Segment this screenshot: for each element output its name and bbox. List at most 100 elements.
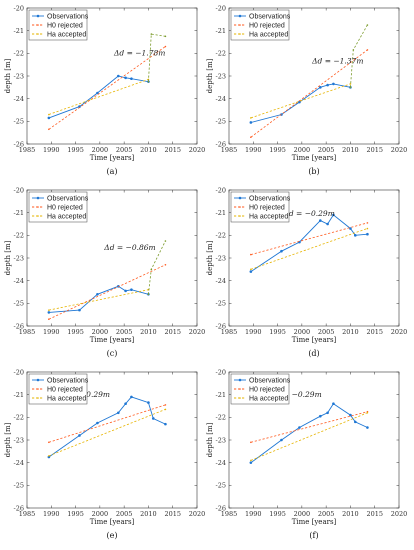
data-point <box>349 413 352 417</box>
data-point <box>130 77 133 81</box>
legend-label: H0 rejected <box>47 386 83 393</box>
legend-label: Observations <box>249 195 291 202</box>
data-point <box>47 311 51 314</box>
series-line <box>250 412 368 461</box>
x-tick-label: 2015 <box>164 510 181 518</box>
legend: Observations H0 rejected Ha accepted <box>28 9 89 41</box>
y-tick-label: -20 <box>14 186 24 194</box>
legend-label: Observations <box>249 377 291 384</box>
data-point <box>48 318 50 321</box>
x-tick-label: 1995 <box>269 146 286 154</box>
delta-annotation: Δd = −1.37m <box>311 57 363 66</box>
legend-marker <box>36 196 40 200</box>
y-axis-label: depth [m] <box>4 58 12 93</box>
data-point <box>366 24 369 26</box>
y-tick-label: -24 <box>216 95 226 103</box>
panel-caption: (f) <box>309 531 318 540</box>
series-line <box>148 33 166 82</box>
data-point <box>326 83 329 87</box>
y-tick-label: -26 <box>14 140 24 148</box>
data-point <box>366 227 369 230</box>
y-tick-label: -25 <box>14 482 24 490</box>
series-line <box>48 396 166 458</box>
x-tick-label: 2000 <box>92 328 109 336</box>
data-point <box>48 128 50 131</box>
data-point <box>130 395 133 399</box>
data-point <box>164 45 167 48</box>
series-line <box>250 403 368 464</box>
x-tick-label: 2020 <box>189 328 206 336</box>
series-line <box>48 289 149 311</box>
y-tick-label: -21 <box>216 209 226 217</box>
legend-marker <box>239 33 241 35</box>
legend-marker <box>239 215 241 217</box>
data-point <box>249 270 253 273</box>
y-tick-label: -21 <box>14 27 24 35</box>
x-axis-label: Time [years] <box>292 154 337 162</box>
series-line <box>250 411 368 443</box>
x-tick-label: 2020 <box>391 328 408 336</box>
data-point <box>319 86 322 89</box>
chart-panel-b: 1985 1990 1995 2000 2005 2010 2015 2020 -20 -21 -2… <box>206 4 407 176</box>
data-point <box>47 116 51 120</box>
y-tick-label: -24 <box>216 277 226 285</box>
legend-label: H0 rejected <box>47 204 83 211</box>
legend-label: Ha accepted <box>249 395 288 402</box>
y-tick-label: -22 <box>14 50 24 58</box>
x-axis-label: Time [years] <box>292 518 337 526</box>
legend-label: Observations <box>249 13 291 20</box>
x-tick-label: 1985 <box>19 328 36 336</box>
data-point <box>164 240 167 242</box>
x-tick-label: 1995 <box>67 146 84 154</box>
legend-marker <box>239 206 241 208</box>
y-tick-label: -24 <box>14 277 24 285</box>
data-point <box>249 461 253 464</box>
data-point <box>150 268 153 271</box>
data-point <box>349 83 352 85</box>
x-tick-label: 2020 <box>189 146 206 154</box>
data-point <box>280 249 283 253</box>
panel-caption: (e) <box>107 531 118 540</box>
data-point <box>164 35 167 38</box>
chart-panel-e: 1985 1990 1995 2000 2005 2010 2015 2020 -20 -21 -2… <box>4 368 205 540</box>
x-tick-label: 1985 <box>221 510 238 518</box>
legend-label: Ha accepted <box>249 31 288 38</box>
legend-label: Observations <box>47 13 89 20</box>
data-point <box>319 219 322 222</box>
y-tick-label: -26 <box>14 504 24 512</box>
legend-marker <box>37 215 39 217</box>
data-point <box>96 292 99 296</box>
x-tick-label: 2000 <box>294 328 311 336</box>
x-axis-label: Time [years] <box>90 154 135 162</box>
x-tick-label: 2010 <box>342 146 359 154</box>
legend-label: H0 rejected <box>249 386 285 393</box>
x-axis-label: Time [years] <box>90 518 135 526</box>
legend-marker <box>37 206 39 208</box>
y-tick-label: -22 <box>14 414 24 422</box>
x-tick-label: 2015 <box>366 146 383 154</box>
x-tick-label: 2000 <box>294 146 311 154</box>
legend-label: H0 rejected <box>249 204 285 211</box>
legend-label: H0 rejected <box>47 22 83 29</box>
data-point <box>96 421 99 425</box>
legend-marker <box>37 397 39 399</box>
x-tick-label: 1995 <box>269 510 286 518</box>
y-tick-label: -24 <box>14 459 24 467</box>
data-point <box>164 422 167 426</box>
y-tick-label: -21 <box>14 209 24 217</box>
x-tick-label: 2020 <box>189 510 206 518</box>
data-point <box>250 117 252 119</box>
series-line <box>48 79 149 115</box>
y-axis-label: depth [m] <box>4 422 12 457</box>
y-tick-label: -26 <box>216 504 226 512</box>
x-tick-label: 2005 <box>318 328 335 336</box>
data-point <box>164 404 167 406</box>
data-point <box>332 82 335 86</box>
data-point <box>151 417 155 420</box>
data-point <box>366 410 369 413</box>
y-tick-label: -22 <box>216 232 226 240</box>
x-tick-label: 1985 <box>19 146 36 154</box>
data-point <box>78 308 81 312</box>
y-tick-label: -20 <box>216 4 226 12</box>
